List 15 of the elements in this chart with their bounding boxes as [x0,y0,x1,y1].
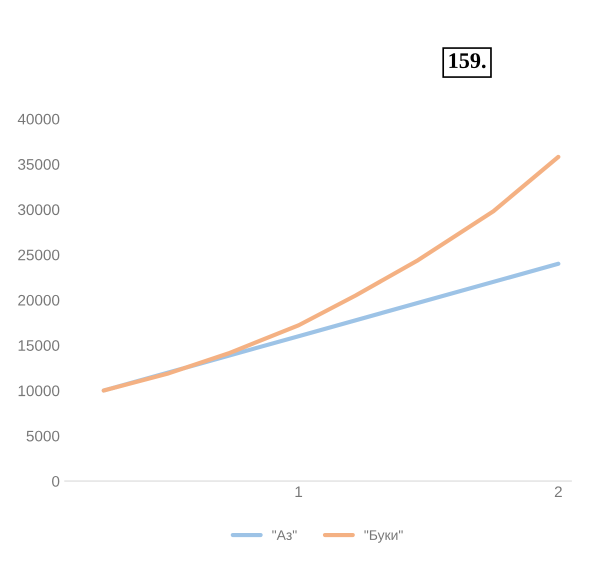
legend-label: "Аз" [272,530,297,540]
y-tick-label: 40000 [18,114,60,125]
y-tick-label: 30000 [18,204,60,216]
y-tick-label: 20000 [18,294,60,306]
y-tick-label: 10000 [18,385,60,396]
x-tick-label: 1 [295,486,302,498]
line-series [102,154,560,393]
legend-label: "Буки" [364,530,403,543]
x-tick-label: 2 [554,486,562,498]
y-tick-label: 5000 [26,430,60,442]
y-tick-label: 25000 [18,250,60,260]
y-tick-label: 0 [52,476,60,487]
text: 159. [449,53,486,68]
y-tick-label: 15000 [18,340,60,351]
y-tick-label: 35000 [18,159,60,170]
